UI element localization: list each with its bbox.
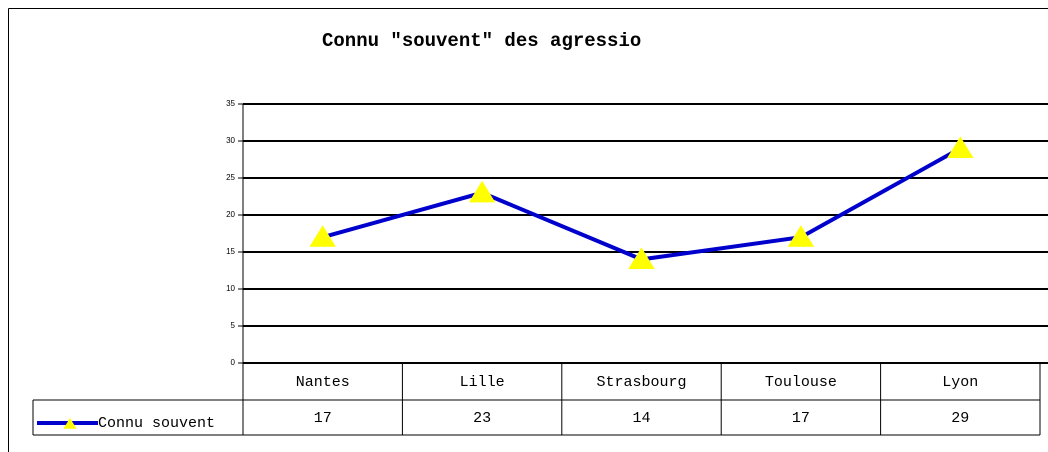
y-tick-label: 25 (226, 173, 235, 182)
y-tick-label: 20 (226, 210, 235, 219)
chart-title: Connu "souvent" des agressio (322, 30, 641, 52)
x-tick-label: Toulouse (765, 374, 837, 391)
x-tick-label: Nantes (296, 374, 350, 391)
legend-label: Connu souvent (98, 415, 215, 432)
y-tick-label: 10 (226, 284, 235, 293)
marker (947, 136, 974, 158)
marker (468, 180, 496, 203)
line (322, 146, 962, 262)
y-tick-label: 15 (226, 247, 235, 256)
x-tick-label: Lille (460, 374, 505, 391)
table-value: 14 (632, 410, 650, 427)
table-value: 29 (951, 410, 969, 427)
x-tick-label: Lyon (942, 374, 978, 391)
table-value: 23 (473, 410, 491, 427)
marker (309, 225, 336, 247)
y-tick-label: 35 (226, 99, 235, 108)
legend-marker (63, 418, 77, 429)
y-tick-label: 5 (231, 321, 236, 330)
marker (628, 247, 655, 269)
table-value: 17 (314, 410, 332, 427)
y-tick-label: 0 (231, 358, 236, 367)
table-value: 17 (792, 410, 810, 427)
marker (787, 225, 815, 247)
y-tick-label: 30 (226, 136, 235, 145)
x-tick-label: Strasbourg (596, 374, 686, 391)
